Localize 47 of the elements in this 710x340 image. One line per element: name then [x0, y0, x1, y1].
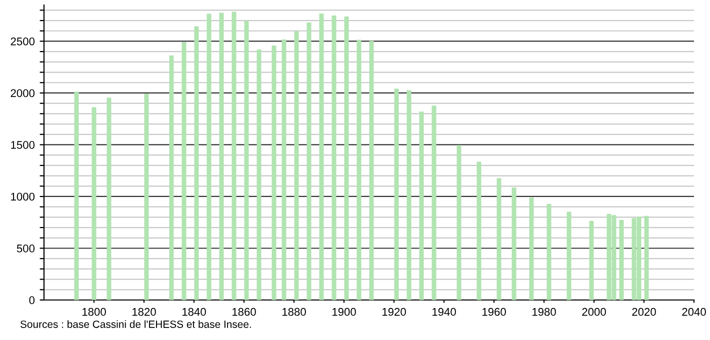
- x-tick-label: 1840: [182, 308, 206, 316]
- x-tick-label: 2020: [632, 308, 656, 316]
- bar: [92, 107, 96, 300]
- y-tick-label: 1500: [11, 141, 35, 149]
- bar: [244, 20, 249, 300]
- bar: [206, 14, 212, 300]
- y-tick-label: 2000: [10, 89, 35, 98]
- bar: [294, 31, 299, 300]
- y-tick-label: 1000: [11, 192, 35, 201]
- bar: [432, 106, 436, 300]
- x-tick-label: 2040: [682, 308, 706, 316]
- y-tick-label: 0: [29, 296, 35, 304]
- x-tick-label: 1960: [482, 308, 506, 316]
- bar: [512, 187, 516, 300]
- y-tick-label: 500: [16, 244, 35, 252]
- bar: [194, 26, 199, 300]
- bar: [282, 39, 286, 300]
- bar: [546, 204, 552, 300]
- bar: [306, 22, 312, 300]
- bar: [256, 50, 262, 300]
- x-tick-label: 1940: [432, 308, 456, 316]
- bar: [619, 220, 624, 300]
- x-tick-label: 1820: [132, 308, 156, 316]
- bar: [319, 13, 324, 300]
- bar: [419, 112, 424, 300]
- x-tick-label: 1900: [332, 308, 356, 316]
- bar: [456, 145, 462, 300]
- bar: [232, 12, 236, 300]
- bar: [74, 92, 79, 300]
- y-tick-label: 2500: [10, 37, 35, 46]
- x-tick-label: 1920: [382, 308, 406, 316]
- bar: [219, 12, 224, 300]
- x-tick-label: 2000: [582, 308, 606, 316]
- bar: [644, 216, 649, 300]
- x-tick-label: 1880: [282, 308, 306, 316]
- x-tick-label: 1800: [82, 308, 106, 316]
- bar: [344, 16, 349, 300]
- source-note: Sources : base Cassini de l'EHESS et base Insee.: [20, 320, 251, 328]
- bar: [406, 90, 412, 300]
- bar: [369, 40, 374, 300]
- bar: [182, 42, 186, 300]
- bar: [356, 40, 362, 300]
- bar: [589, 220, 594, 300]
- x-tick-label: 1860: [232, 308, 256, 316]
- bar: [394, 88, 399, 300]
- bar: [332, 15, 336, 300]
- x-tick-label: 1980: [532, 308, 556, 316]
